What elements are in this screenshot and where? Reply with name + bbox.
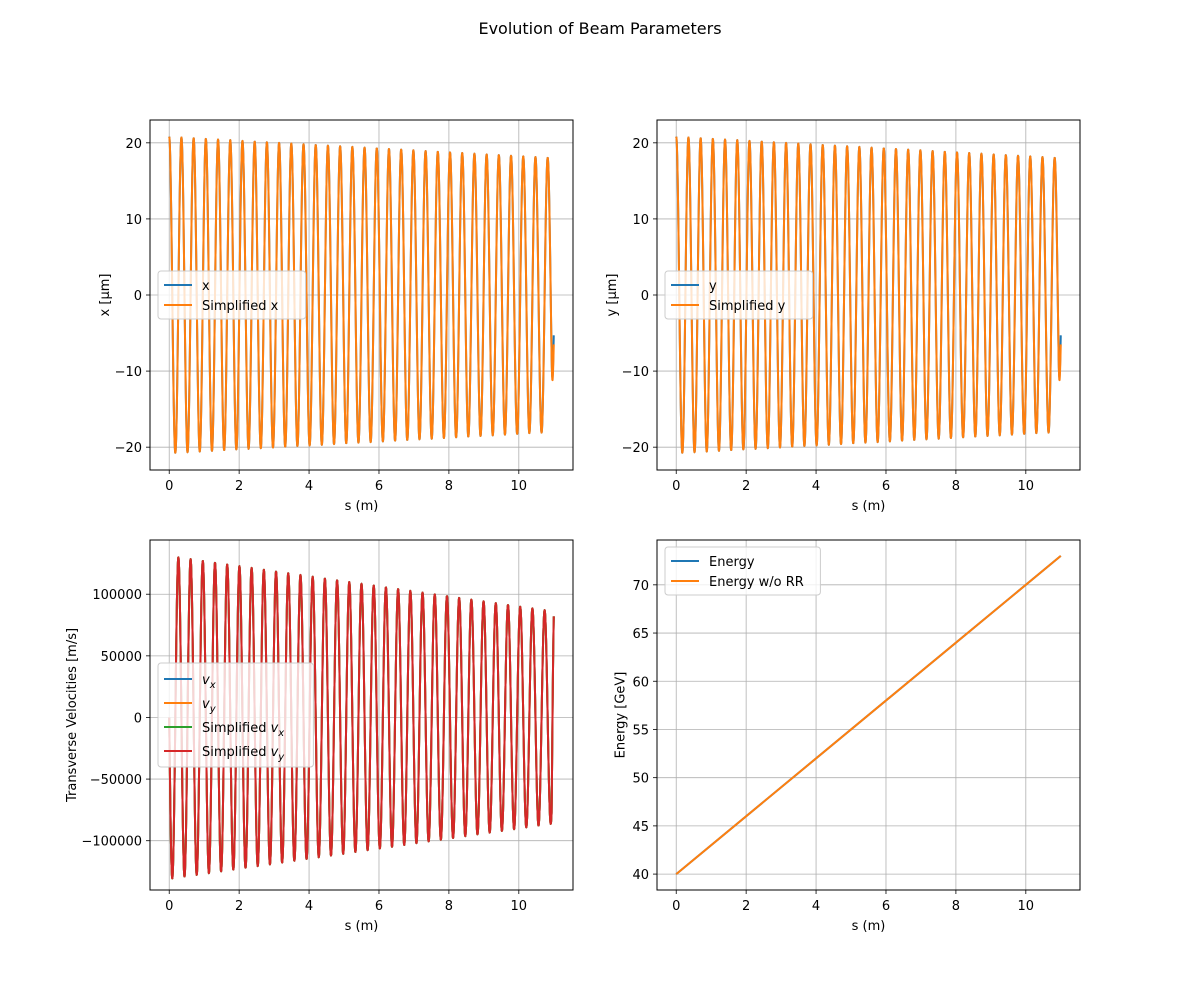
x-tick-label: 0 xyxy=(165,479,173,494)
x-tick-label: 10 xyxy=(511,479,528,494)
x-tick-label: 10 xyxy=(1018,479,1035,494)
y-tick-label: −20 xyxy=(622,441,649,456)
axes-frame xyxy=(656,539,1081,891)
x-tick-label: 8 xyxy=(952,899,960,914)
y-tick-label: 55 xyxy=(632,723,649,738)
y-axis-label: Energy [GeV] xyxy=(613,672,628,759)
x-axis-label: s (m) xyxy=(852,919,886,934)
y-axis-label: y [μm] xyxy=(605,274,620,317)
y-tick-label: 0 xyxy=(134,711,142,726)
legend-label: Simplified vx xyxy=(202,721,284,739)
x-tick-label: 2 xyxy=(742,479,750,494)
legend-label: x xyxy=(202,279,210,294)
x-tick-label: 6 xyxy=(375,479,383,494)
x-tick-label: 10 xyxy=(511,899,528,914)
y-tick-label: 40 xyxy=(632,868,649,883)
chart-panel-2: 0 2 4 6 8 10 −20 −10 0 10 20 s (m) y [μm] y Simplified… xyxy=(605,119,1081,514)
legend: Energy Energy w/o RR xyxy=(664,546,821,596)
y-tick-label: −20 xyxy=(115,441,142,456)
x-tick-label: 6 xyxy=(882,479,890,494)
y-tick-label: 50000 xyxy=(101,650,142,665)
legend-frame xyxy=(157,270,307,320)
x-tick-label: 0 xyxy=(165,899,173,914)
y-tick-label: −100000 xyxy=(81,835,142,850)
axes-frame xyxy=(149,539,574,891)
figure-title: Evolution of Beam Parameters xyxy=(478,19,721,38)
y-tick-label: 20 xyxy=(125,137,142,152)
series-line xyxy=(168,556,555,880)
legend-label: vy xyxy=(202,697,217,715)
y-tick-label: 60 xyxy=(632,675,649,690)
legend-label: y xyxy=(709,279,717,294)
x-tick-label: 6 xyxy=(375,899,383,914)
legend-label: Simplified y xyxy=(709,299,786,314)
y-tick-label: 45 xyxy=(632,820,649,835)
legend-label: vx xyxy=(202,673,216,691)
grid xyxy=(657,540,1080,890)
legend-frame xyxy=(664,546,821,596)
x-tick-label: 2 xyxy=(742,899,750,914)
x-tick-label: 8 xyxy=(952,479,960,494)
legend-frame xyxy=(157,662,314,768)
x-tick-label: 4 xyxy=(305,479,313,494)
y-tick-label: 20 xyxy=(632,137,649,152)
y-tick-label: −10 xyxy=(115,365,142,380)
x-axis-label: s (m) xyxy=(852,499,886,514)
x-axis-label: s (m) xyxy=(345,499,379,514)
x-tick-label: 10 xyxy=(1018,899,1035,914)
y-tick-label: 50 xyxy=(632,772,649,787)
x-tick-label: 2 xyxy=(235,479,243,494)
x-tick-label: 0 xyxy=(672,899,680,914)
x-axis-label: s (m) xyxy=(345,919,379,934)
y-axis-label: x [μm] xyxy=(98,274,113,317)
chart-panel-1: 0 2 4 6 8 10 −20 −10 0 10 20 s (m) x [μm] x Simplified… xyxy=(98,119,574,514)
y-tick-label: −50000 xyxy=(90,773,142,788)
legend-label: Simplified vy xyxy=(202,745,285,763)
chart-panel-3: 0 2 4 6 8 10 −100000 −50000 0 50000 100000 s (m) Tra… xyxy=(65,539,574,934)
x-tick-label: 2 xyxy=(235,899,243,914)
y-tick-label: 100000 xyxy=(92,588,142,603)
legend-frame xyxy=(664,270,814,320)
legend: vx vy Simplified vx Simplified vy xyxy=(157,662,314,768)
x-tick-label: 6 xyxy=(882,899,890,914)
y-tick-label: 70 xyxy=(632,579,649,594)
x-tick-label: 0 xyxy=(672,479,680,494)
y-tick-label: 10 xyxy=(125,213,142,228)
y-tick-label: −10 xyxy=(622,365,649,380)
x-tick-label: 8 xyxy=(445,479,453,494)
y-tick-label: 10 xyxy=(632,213,649,228)
legend-label: Energy w/o RR xyxy=(709,575,804,590)
x-tick-label: 4 xyxy=(812,899,820,914)
y-tick-label: 65 xyxy=(632,627,649,642)
series-line xyxy=(675,555,1062,875)
legend-label: Simplified x xyxy=(202,299,279,314)
x-tick-label: 8 xyxy=(445,899,453,914)
legend: y Simplified y xyxy=(664,270,814,320)
legend: x Simplified x xyxy=(157,270,307,320)
y-tick-label: 0 xyxy=(134,289,142,304)
chart-panel-4: 0 2 4 6 8 10 40 45 50 55 60 65 70 s (m) Energy [GeV] En… xyxy=(613,539,1081,934)
y-axis-label: Transverse Velocities [m/s] xyxy=(65,628,80,803)
x-tick-label: 4 xyxy=(305,899,313,914)
y-tick-label: 0 xyxy=(641,289,649,304)
legend-label: Energy xyxy=(709,555,755,570)
x-tick-label: 4 xyxy=(812,479,820,494)
